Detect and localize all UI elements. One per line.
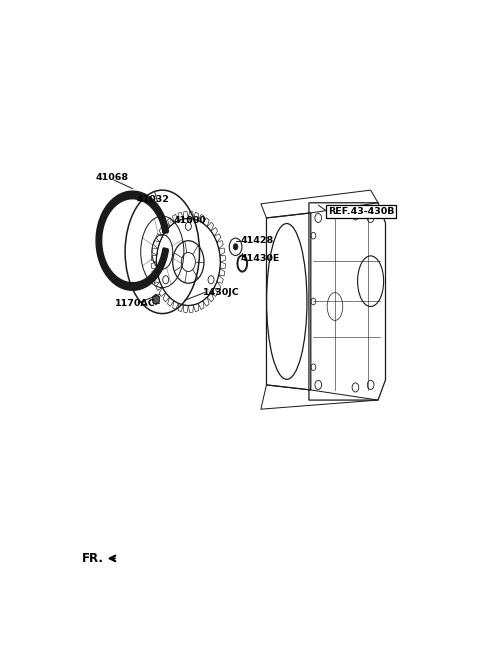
Text: FR.: FR. [83, 552, 104, 565]
Text: 41428: 41428 [240, 237, 274, 245]
Text: 41000: 41000 [173, 216, 206, 225]
Ellipse shape [233, 244, 238, 250]
Text: 1170AC: 1170AC [115, 300, 156, 308]
Text: 41032: 41032 [136, 194, 169, 204]
Polygon shape [153, 294, 159, 304]
Polygon shape [96, 191, 168, 290]
Text: 41068: 41068 [96, 173, 129, 182]
Text: 1430JC: 1430JC [203, 288, 240, 297]
Text: 41430E: 41430E [240, 254, 280, 263]
Text: REF.43-430B: REF.43-430B [328, 207, 394, 216]
